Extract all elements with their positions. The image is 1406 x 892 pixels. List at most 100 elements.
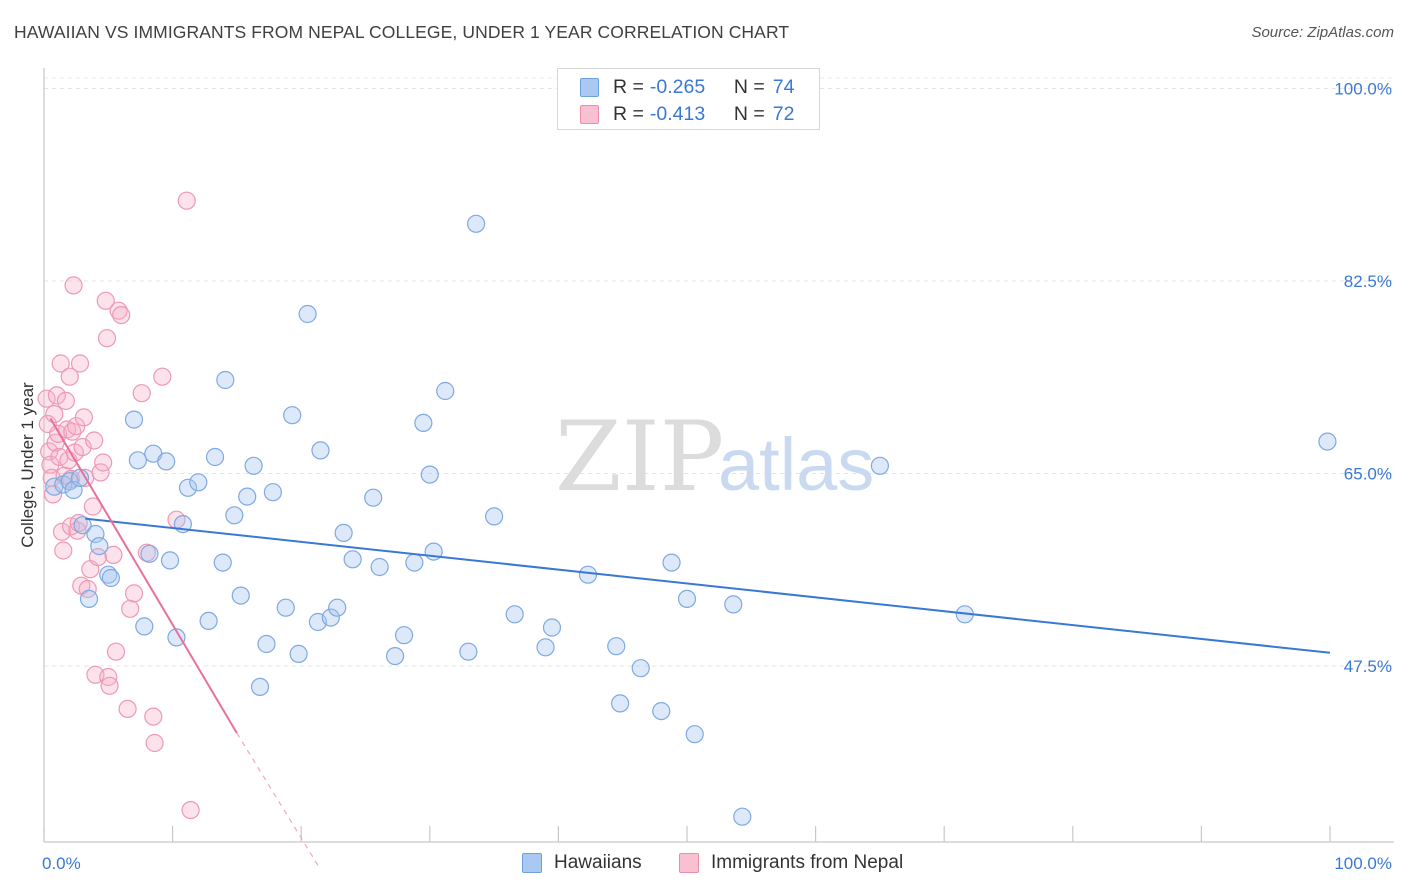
hawaiians-point [189,473,208,492]
legend-item-hawaiians[interactable]: Hawaiians [522,852,642,874]
nepal-point [51,354,70,373]
series-legend: Hawaiians Immigrants from Nepal [0,852,1406,878]
hawaiians-point [124,410,144,429]
hawaiians-point [364,488,383,507]
nepal-swatch [580,104,599,124]
nepal-point [83,497,102,516]
x-tick-label-min: 0.0% [42,854,81,873]
hawaiians-point [420,465,439,484]
hawaiians-point [652,701,671,721]
hawaiians-point [578,565,598,584]
hawaiians-point [685,725,704,744]
hawaiians-point [536,638,555,657]
hawaiians-point [73,516,92,535]
y-tick-label: 47.5% [1344,657,1392,676]
nepal-point [85,431,104,450]
hawaiians-point [99,565,118,584]
tick-labels: 47.5% 65.0% 82.5% 100.0% 0.0% 100.0% [42,80,1392,874]
hawaiians-point [394,626,414,645]
hawaiians-point [370,557,389,577]
hawaiians-point [257,634,276,654]
trend-lines [49,417,1331,870]
hawaiians-point [298,304,317,324]
nepal-point [124,584,144,603]
hawaiians-point [662,553,681,572]
hawaiians-point [276,598,295,617]
hawaiians-point [289,644,308,664]
n-value: 74 [772,75,795,98]
legend-label: Immigrants from Nepal [711,852,904,873]
nepal-swatch [679,853,699,873]
hawaiians-point [321,608,340,627]
hawaiians-point [611,694,630,713]
hawaiians-point [724,595,743,614]
nepal-point [144,707,163,726]
hawaiians-point [466,214,486,233]
watermark-atlas: atlas [718,423,874,506]
stats-row-hawaiians: R = -0.265 N = 74 [580,74,794,100]
stats-row-nepal: R = -0.413 N = 72 [580,101,794,127]
n-label: N = [733,75,765,98]
nepal-point [121,599,140,618]
nepal-point [96,291,115,310]
nepal-point [153,367,172,386]
nepal-point [54,541,73,560]
hawaiians-point [244,456,263,475]
hawaiians-point [334,523,353,543]
axes [43,68,1394,843]
hawaiians-point [216,370,235,390]
hawaiians-point [405,553,424,572]
hawaiians-point [263,483,283,502]
hawaiians-point [135,617,154,636]
hawaiians-point [311,441,330,460]
hawaiians-point [79,589,99,609]
nepal-point [118,699,137,719]
nepal-point [60,367,79,386]
hawaiians-point [328,598,347,617]
nepal-point [132,384,151,403]
hawaiians-point [160,551,180,570]
hawaiians-point [231,586,250,605]
nepal-point [74,408,93,427]
nepal-point [97,329,117,348]
y-tick-label: 65.0% [1344,465,1392,484]
hawaiians-point [90,536,109,556]
hawaiians-point [733,807,752,826]
r-label: R = [613,102,644,125]
hawaiians-point [60,472,79,491]
hawaiians-point [485,507,504,526]
nepal-trend-line [49,417,238,734]
nepal-point [52,522,72,541]
hawaiians-point [238,487,257,506]
legend-item-nepal[interactable]: Immigrants from Nepal [679,852,903,874]
source-credit: Source: ZipAtlas.com [1251,24,1394,41]
hawaiians-point [677,589,697,609]
nepal-point [45,405,64,424]
hawaiians-swatch [522,853,542,873]
hawaiians-point [86,524,105,544]
nepal-point [145,733,164,753]
hawaiians-point [542,618,562,637]
nepal-point [68,521,87,540]
hawaiians-point [213,553,232,572]
n-value: 72 [772,102,795,125]
hawaiians-point [157,452,176,471]
hawaiians-point [225,506,244,525]
nepal-point [56,391,75,410]
watermark-zip: ZIP [555,401,724,513]
y-axis-label: College, Under 1 year [18,382,37,548]
nepal-point [104,545,123,565]
nepal-point [37,389,56,408]
hawaiians-point [199,611,218,631]
hawaiians-point [283,406,302,425]
x-tick-label-max: 100.0% [1334,854,1392,873]
nepal-point [177,191,196,210]
hawaiians-point [436,381,455,401]
hawaiians-point [178,478,198,497]
hawaiians-point [505,605,524,624]
y-tick-label: 82.5% [1344,272,1392,291]
hawaiians-point [205,447,225,467]
hawaiians-point [414,413,433,432]
nepal-point [112,306,131,325]
hawaiians-point [607,637,626,656]
